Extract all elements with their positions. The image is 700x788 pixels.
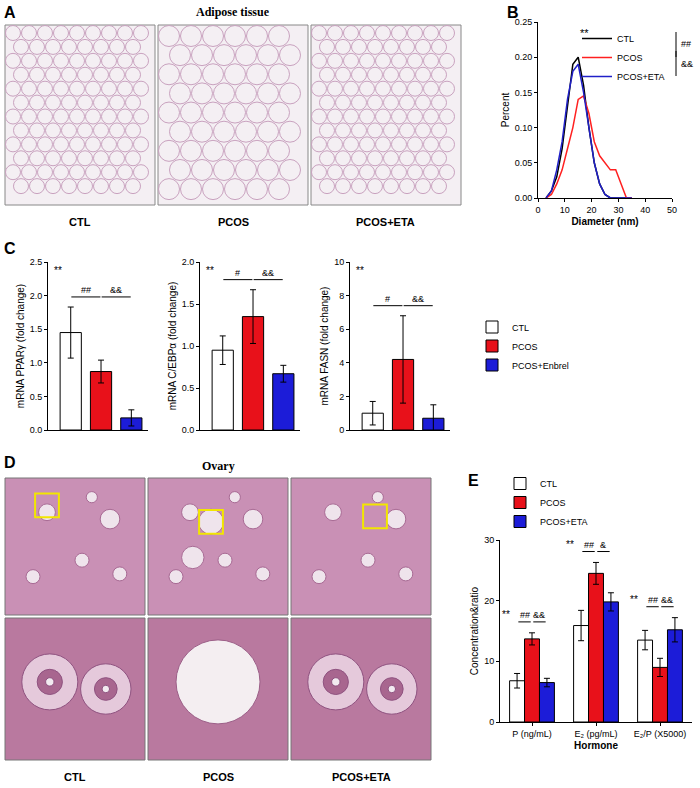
svg-text:10: 10	[484, 656, 494, 666]
svg-text:PCOS: PCOS	[512, 342, 538, 352]
svg-text:**: **	[502, 609, 510, 620]
svg-text:PCOS: PCOS	[540, 498, 566, 508]
svg-text:mRNA FASN (fold change): mRNA FASN (fold change)	[319, 287, 330, 406]
svg-text:Ovary: Ovary	[202, 459, 235, 473]
svg-text:0: 0	[489, 717, 494, 727]
svg-text:##: ##	[520, 610, 530, 620]
svg-text:0.10: 0.10	[515, 123, 533, 133]
svg-text:0.00: 0.00	[515, 193, 533, 203]
svg-text:PCOS+ETA: PCOS+ETA	[540, 517, 588, 527]
svg-text:PCOS+Enbrel: PCOS+Enbrel	[512, 361, 569, 371]
svg-text:C: C	[4, 240, 16, 257]
svg-text:10: 10	[560, 205, 570, 215]
svg-text:4: 4	[339, 358, 344, 368]
svg-text:B: B	[507, 4, 519, 21]
svg-text:&: &	[600, 540, 606, 550]
svg-text:Adipose tissue: Adipose tissue	[196, 5, 270, 19]
svg-text:PCOS+ETA: PCOS+ETA	[332, 771, 391, 783]
svg-text:20: 20	[484, 596, 494, 606]
svg-text:0: 0	[339, 425, 344, 435]
svg-text:0.20: 0.20	[515, 52, 533, 62]
svg-text:#: #	[235, 268, 240, 278]
svg-text:CTL: CTL	[512, 323, 529, 333]
svg-text:##: ##	[584, 540, 594, 550]
svg-text:**: **	[54, 265, 62, 276]
svg-text:1.0: 1.0	[182, 341, 195, 351]
svg-text:0.05: 0.05	[515, 158, 533, 168]
svg-text:**: **	[630, 594, 638, 605]
svg-text:PCOS+ETA: PCOS+ETA	[617, 72, 665, 82]
svg-text:A: A	[4, 4, 16, 21]
svg-text:&&: &&	[681, 59, 693, 69]
svg-text:2.5: 2.5	[30, 257, 43, 267]
svg-text:6: 6	[339, 324, 344, 334]
svg-text:&&: &&	[412, 294, 424, 304]
svg-text:2: 2	[339, 392, 344, 402]
svg-text:**: **	[566, 539, 574, 550]
svg-text:**: **	[356, 265, 364, 276]
svg-text:PCOS: PCOS	[203, 771, 234, 783]
svg-text:E₂ (pg/mL): E₂ (pg/mL)	[574, 729, 617, 739]
svg-text:&&: &&	[262, 268, 274, 278]
svg-text:D: D	[4, 454, 16, 471]
svg-text:##: ##	[81, 285, 91, 295]
svg-text:mRNA C/EBPα (fold change): mRNA C/EBPα (fold change)	[167, 282, 178, 411]
svg-text:10: 10	[334, 257, 344, 267]
svg-text:**: **	[206, 265, 214, 276]
svg-text:&&: &&	[533, 610, 545, 620]
svg-text:Concentration&ratio: Concentration&ratio	[469, 586, 480, 675]
svg-text:Percent: Percent	[500, 93, 511, 128]
svg-text:mRNA PPARγ (fold change): mRNA PPARγ (fold change)	[15, 284, 26, 408]
svg-text:P (ng/mL): P (ng/mL)	[512, 729, 551, 739]
svg-text:##: ##	[681, 39, 691, 49]
svg-text:2.0: 2.0	[30, 291, 43, 301]
svg-text:Diameter (nm): Diameter (nm)	[571, 216, 638, 227]
svg-text:0: 0	[535, 205, 540, 215]
svg-text:8: 8	[339, 291, 344, 301]
svg-text:PCOS: PCOS	[218, 216, 249, 228]
svg-text:&&: &&	[661, 595, 673, 605]
svg-text:0.0: 0.0	[182, 425, 195, 435]
svg-text:0.25: 0.25	[515, 17, 533, 27]
svg-text:PCOS: PCOS	[617, 53, 643, 63]
svg-text:30: 30	[613, 205, 623, 215]
svg-text:##: ##	[648, 595, 658, 605]
svg-text:20: 20	[587, 205, 597, 215]
svg-text:1.5: 1.5	[182, 299, 195, 309]
svg-text:1.5: 1.5	[30, 324, 43, 334]
svg-text:0.0: 0.0	[30, 425, 43, 435]
svg-text:1.0: 1.0	[30, 358, 43, 368]
svg-text:CTL: CTL	[64, 771, 86, 783]
svg-text:50: 50	[667, 205, 677, 215]
svg-text:0.5: 0.5	[30, 392, 43, 402]
svg-text:CTL: CTL	[617, 34, 634, 44]
svg-text:**: **	[580, 27, 589, 39]
svg-text:0.5: 0.5	[182, 383, 195, 393]
svg-text:E₂/P (X5000): E₂/P (X5000)	[634, 729, 686, 739]
svg-text:0.15: 0.15	[515, 88, 533, 98]
svg-text:#: #	[385, 294, 390, 304]
svg-text:PCOS+ETA: PCOS+ETA	[356, 216, 415, 228]
svg-text:2.0: 2.0	[182, 257, 195, 267]
svg-text:40: 40	[640, 205, 650, 215]
svg-text:CTL: CTL	[540, 479, 557, 489]
svg-text:Hormone: Hormone	[574, 740, 618, 751]
svg-text:&&: &&	[110, 285, 122, 295]
svg-text:E: E	[468, 472, 479, 489]
svg-text:CTL: CTL	[69, 216, 91, 228]
svg-text:30: 30	[484, 535, 494, 545]
